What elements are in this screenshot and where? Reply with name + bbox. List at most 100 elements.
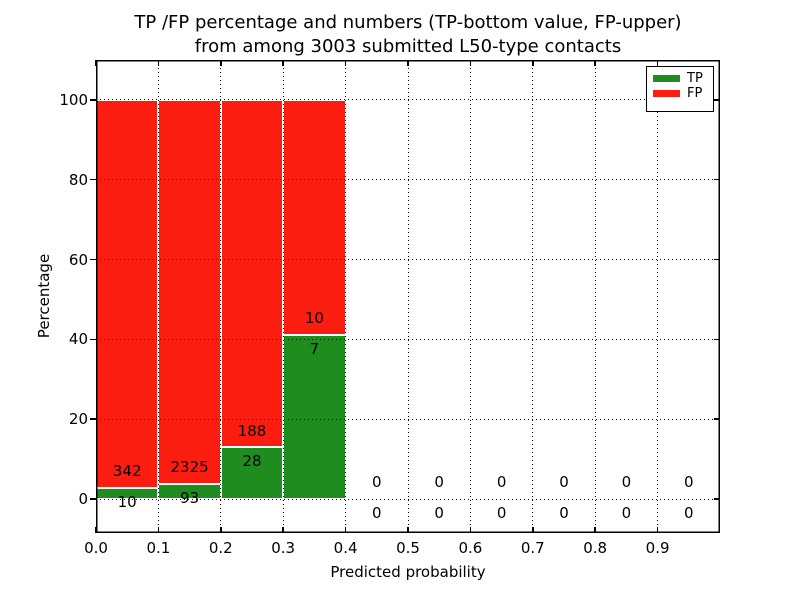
x-tick-label: 0.7 (520, 539, 545, 557)
x-tick-label: 0.6 (458, 539, 483, 557)
chart-title-line1: TP /FP percentage and numbers (TP-bottom… (134, 12, 682, 33)
fp-bar-segment (96, 99, 159, 488)
y-tick-left (90, 258, 96, 261)
fp-count-annotation: 0 (434, 473, 444, 492)
fp-count-annotation: 10 (304, 308, 324, 327)
tp-legend-label: TP (687, 71, 703, 86)
tp-bar-segment (220, 447, 284, 500)
tp-count-annotation: 0 (372, 504, 382, 523)
fp-count-annotation: 0 (559, 473, 569, 492)
x-tick-label: 0.4 (333, 539, 358, 557)
y-tick-left (90, 498, 96, 500)
x-tick-top (344, 60, 347, 66)
tp-count-annotation: 0 (684, 504, 694, 523)
x-tick-label: 0.8 (583, 539, 608, 557)
y-tick-right (714, 418, 720, 420)
vertical-gridline (157, 60, 159, 533)
fp-bar-segment (283, 99, 346, 335)
y-tick-label: 80 (68, 170, 88, 189)
horizontal-gridline (96, 99, 720, 101)
tp-count-annotation: 93 (180, 488, 200, 507)
tp-count-annotation: 0 (621, 504, 632, 523)
y-tick-right (714, 258, 720, 261)
y-tick-right (714, 338, 720, 341)
x-tick-label: 0.0 (84, 539, 108, 557)
fp-count-annotation: 0 (496, 473, 507, 492)
x-tick-top (220, 60, 222, 66)
x-tick-bottom (95, 527, 97, 533)
tp-count-annotation: 7 (309, 339, 320, 358)
y-tick-label: 40 (68, 330, 88, 349)
x-tick-bottom (594, 527, 596, 533)
y-tick-label: 20 (68, 410, 88, 429)
vertical-gridline (657, 60, 659, 533)
vertical-gridline (282, 60, 284, 533)
x-tick-top (532, 60, 534, 66)
fp-count-annotation: 2325 (170, 457, 209, 476)
x-tick-top (95, 60, 97, 66)
y-tick-right (714, 99, 720, 101)
plot-area: 342 10 2325 93 188 28 10 7 0 0 0 0 0 0 0 0 0 0 0 0 (95, 60, 720, 533)
tp-bar-segment (158, 483, 221, 500)
x-tick-bottom (282, 527, 284, 533)
x-tick-label: 0.3 (271, 539, 296, 557)
y-tick-left (90, 418, 96, 420)
vertical-gridline (345, 60, 347, 533)
legend-item-fp: FP (653, 86, 713, 101)
x-tick-bottom (469, 527, 472, 533)
horizontal-gridline (96, 498, 720, 500)
x-tick-bottom (656, 527, 659, 533)
x-tick-bottom (407, 527, 409, 533)
legend: TP FP (646, 66, 714, 112)
chart-title: TP /FP percentage and numbers (TP-bottom… (96, 11, 720, 59)
tp-count-annotation: 10 (117, 492, 137, 511)
y-tick-label: 0 (78, 490, 88, 509)
horizontal-gridline (96, 418, 720, 420)
fp-count-annotation: 0 (684, 473, 694, 492)
x-tick-top (407, 60, 409, 66)
vertical-gridline (469, 60, 471, 533)
vertical-gridline (594, 60, 596, 533)
y-tick-label: 100 (59, 90, 88, 109)
vertical-gridline (407, 60, 409, 533)
fp-count-annotation: 188 (237, 421, 267, 440)
x-tick-label: 0.2 (208, 539, 233, 557)
x-axis-label: Predicted probability (330, 563, 486, 581)
y-tick-left (90, 338, 96, 341)
vertical-gridline (532, 60, 534, 533)
x-tick-bottom (532, 527, 534, 533)
vertical-gridline (220, 60, 222, 533)
fp-legend-swatch (653, 90, 680, 97)
y-tick-right (714, 498, 720, 500)
x-tick-label: 0.5 (396, 539, 420, 557)
tp-count-annotation: 0 (496, 504, 507, 523)
y-tick-left (90, 99, 96, 101)
y-tick-right (714, 178, 720, 181)
fp-count-annotation: 0 (372, 473, 382, 492)
x-tick-top (157, 60, 160, 66)
tp-count-annotation: 28 (242, 452, 262, 471)
horizontal-gridline (96, 179, 720, 181)
fp-bar-segment (158, 99, 221, 484)
tp-bar-segment (283, 334, 346, 500)
x-tick-top (594, 60, 596, 66)
tp-count-annotation: 0 (434, 504, 444, 523)
fp-legend-label: FP (687, 86, 703, 101)
tp-legend-swatch (653, 75, 680, 82)
tp-count-annotation: 0 (559, 504, 569, 523)
legend-item-tp: TP (653, 71, 713, 86)
horizontal-gridline (96, 259, 720, 261)
fp-count-annotation: 342 (112, 461, 142, 480)
x-tick-label: 0.9 (645, 539, 670, 557)
fp-bar-segment (220, 99, 284, 448)
x-tick-top (282, 60, 284, 66)
x-tick-bottom (220, 527, 222, 533)
x-tick-top (469, 60, 472, 66)
chart-title-line2: from among 3003 submitted L50-type conta… (194, 36, 622, 57)
x-tick-top (656, 60, 659, 66)
x-tick-bottom (344, 527, 347, 533)
x-tick-bottom (157, 527, 160, 533)
tp-bar-segment (96, 487, 159, 500)
x-tick-label: 0.1 (146, 539, 171, 557)
